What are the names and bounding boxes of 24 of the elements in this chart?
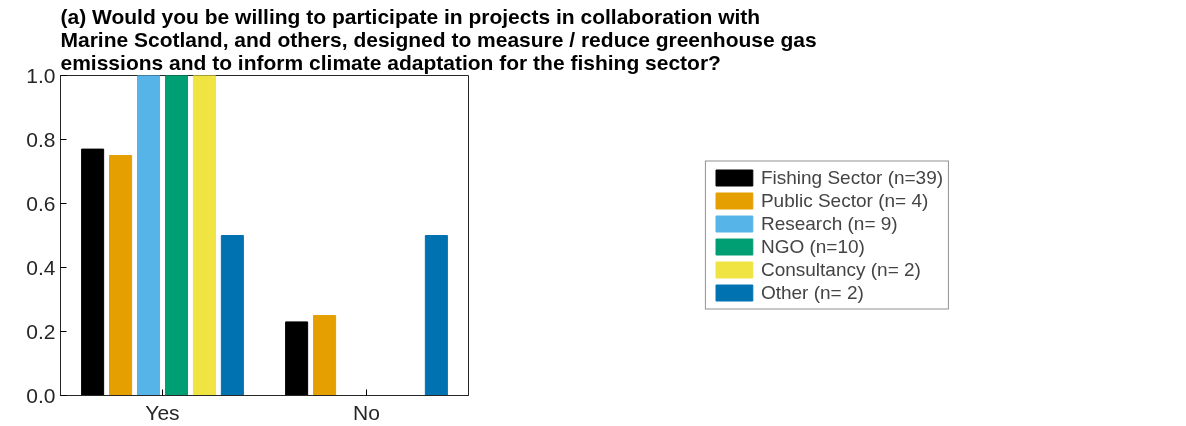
legend-label: Public Sector (n= 4) xyxy=(760,189,929,212)
bar xyxy=(81,148,105,396)
bar xyxy=(109,155,133,396)
legend-label: NGO (n=10) xyxy=(760,235,865,258)
y-tick-label: 0.4 xyxy=(26,255,56,279)
legend-label: Research (n= 9) xyxy=(760,212,898,235)
y-tick-label: 1.0 xyxy=(26,63,56,87)
y-tick-label: 0.8 xyxy=(26,127,56,151)
legend-label: Other (n= 2) xyxy=(760,281,864,304)
x-tick-label: No xyxy=(353,400,380,424)
bar xyxy=(285,321,309,396)
x-tick-label: Yes xyxy=(145,400,180,424)
chart-title: (a) Would you be willing to participate in projects in collaboration with Marine Scotland, and others, designed to measure / reduce greenhouse gas emissions and to inform climate adaptation for the fishing sector? xyxy=(60,4,817,74)
legend-label: Fishing Sector (n=39) xyxy=(760,166,944,189)
y-tick-label: 0.6 xyxy=(26,191,56,215)
bar xyxy=(137,75,161,396)
y-tick-label: 0.0 xyxy=(26,383,56,407)
bar xyxy=(164,75,188,396)
bar xyxy=(313,315,337,396)
bar xyxy=(220,235,244,396)
bar xyxy=(424,235,448,396)
bar xyxy=(192,75,216,396)
legend-label: Consultancy (n= 2) xyxy=(760,258,921,281)
y-tick-label: 0.2 xyxy=(26,319,56,343)
